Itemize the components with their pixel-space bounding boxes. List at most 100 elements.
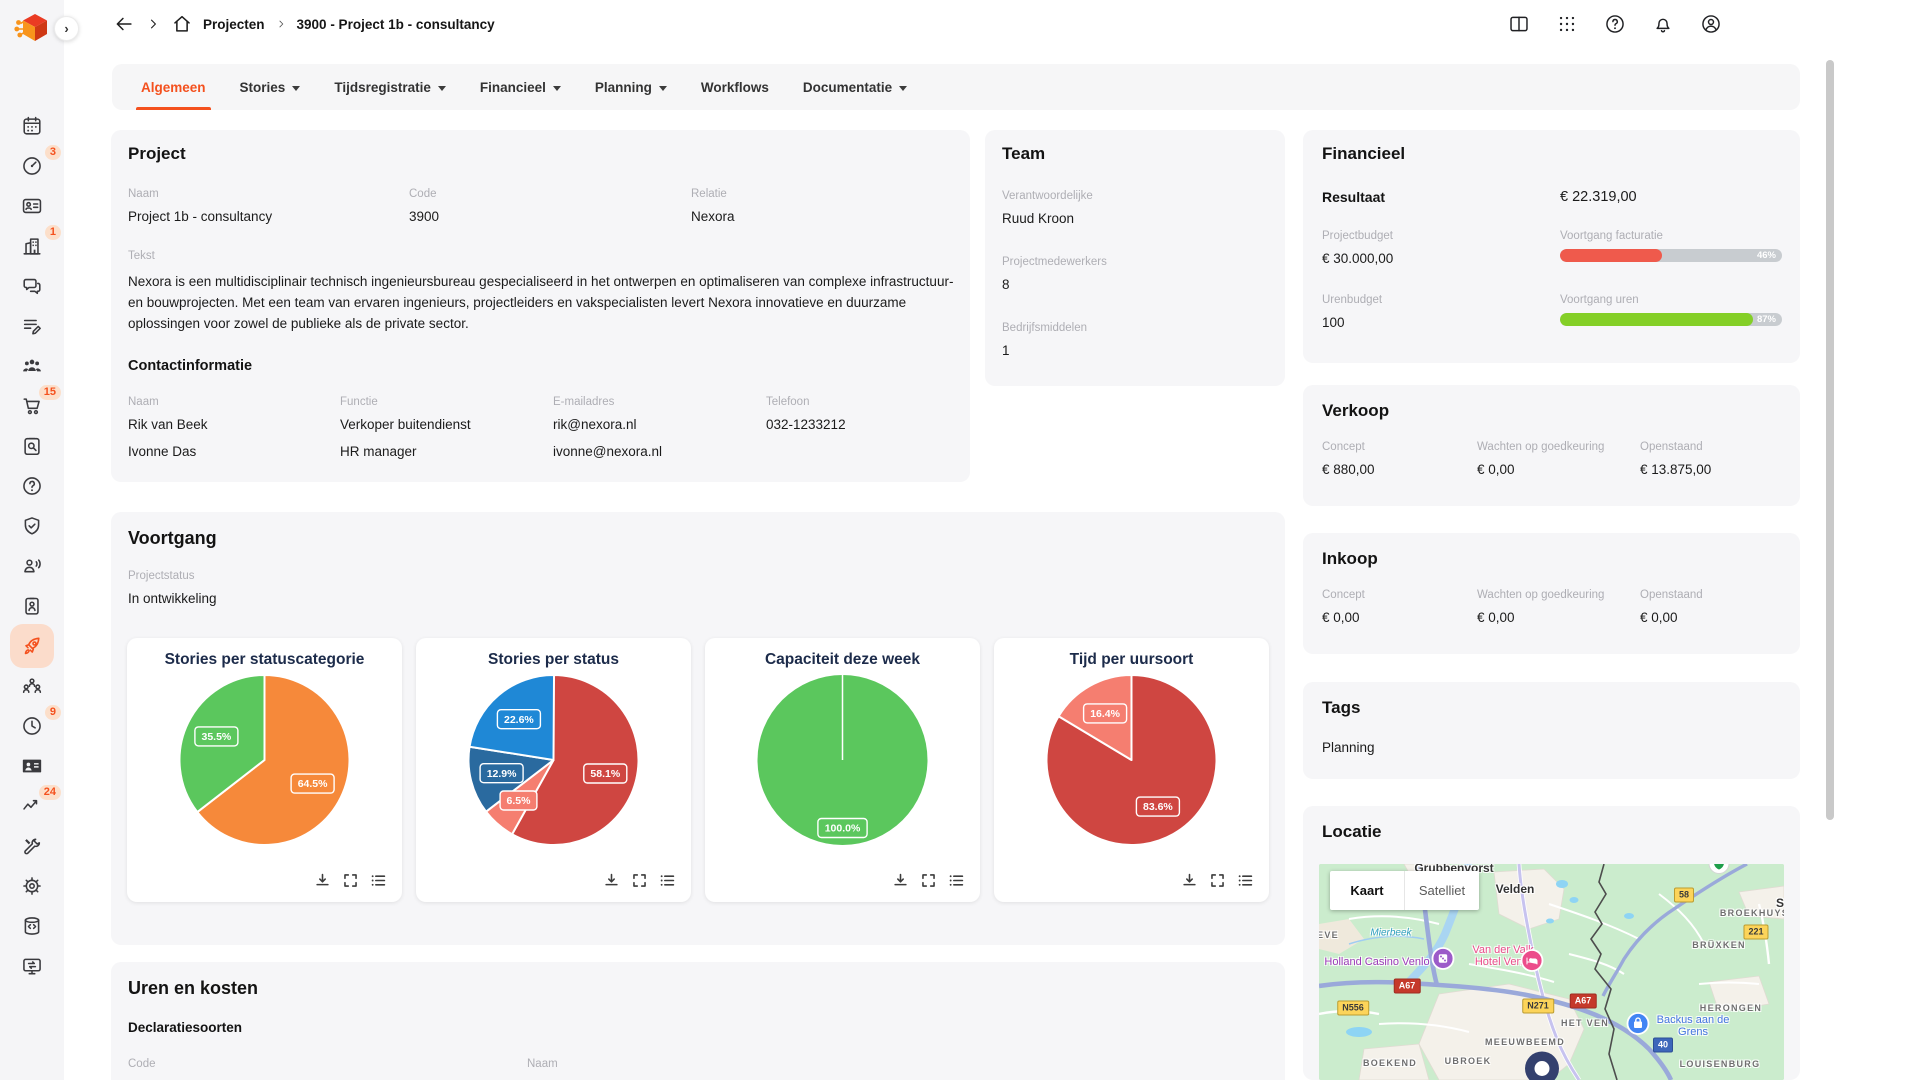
chart-menu-icon[interactable]	[369, 871, 388, 890]
uren-progress-pct: 87%	[1756, 314, 1776, 325]
sidebar-item-monitor[interactable]	[0, 946, 64, 986]
map-marker-casino[interactable]	[1431, 947, 1455, 976]
sidebar-item-contact-filled[interactable]	[0, 746, 64, 786]
apps-grid-icon[interactable]	[1556, 13, 1578, 35]
tab-planning[interactable]: Planning	[578, 64, 684, 110]
sidebar-item-calendar[interactable]	[0, 106, 64, 146]
contact-row-email[interactable]: ivonne@nexora.nl	[553, 444, 663, 459]
org-icon	[20, 674, 44, 698]
sidebar-item-clock[interactable]: 9	[0, 705, 64, 746]
tab-tijdsregistratie[interactable]: Tijdsregistratie	[317, 64, 463, 110]
map-button-kaart[interactable]: Kaart	[1350, 883, 1384, 898]
contact-row-name[interactable]: Ivonne Das	[128, 444, 197, 459]
road-badge: N556	[1337, 1000, 1369, 1016]
tab-financieel[interactable]: Financieel	[463, 64, 578, 110]
tab-documentatie[interactable]: Documentatie	[786, 64, 924, 110]
column-header-naam: Naam	[527, 1058, 558, 1070]
forward-chevron-icon[interactable]	[145, 16, 161, 32]
naam-label: Naam	[128, 188, 159, 200]
sidebar-item-cart[interactable]: 15	[0, 385, 64, 426]
map-marker-pin[interactable]	[1522, 1049, 1562, 1080]
map-marker-shop[interactable]	[1626, 1012, 1650, 1041]
tab-algemeen[interactable]: Algemeen	[124, 64, 223, 110]
sidebar-item-presenter[interactable]	[0, 546, 64, 586]
tab-workflows[interactable]: Workflows	[684, 64, 786, 110]
map-marker-hotel[interactable]	[1520, 949, 1544, 978]
sidebar-item-gear[interactable]	[0, 866, 64, 906]
chevron-down-icon	[437, 85, 446, 91]
sidebar-item-clipboard-search[interactable]	[0, 426, 64, 466]
breadcrumb-root[interactable]: Projecten	[203, 16, 265, 32]
sidebar-item-shield[interactable]	[0, 506, 64, 546]
chart-menu-icon[interactable]	[658, 871, 677, 890]
uren-progressbar: 87%	[1560, 313, 1782, 326]
sidebar-item-rocket[interactable]	[0, 624, 64, 668]
sidebar-item-team[interactable]	[0, 346, 64, 386]
sidebar-item-tools[interactable]	[0, 826, 64, 866]
sidebar-item-id-badge[interactable]	[0, 586, 64, 626]
contact-row-name[interactable]: Rik van Beek	[128, 417, 208, 432]
download-icon[interactable]	[891, 871, 910, 890]
tab-label: Tijdsregistratie	[334, 79, 431, 95]
map-label: HET VEN	[1560, 1018, 1610, 1028]
sidebar-nav: 3 1 15 9 24	[0, 106, 64, 986]
app-logo-icon[interactable]	[13, 10, 51, 48]
tag-item[interactable]: Planning	[1322, 740, 1375, 755]
sidebar-item-trend[interactable]: 24	[0, 785, 64, 826]
chart-toolbar	[891, 871, 966, 890]
goedkeuring-label: Wachten op goedkeuring	[1477, 589, 1605, 601]
download-icon[interactable]	[1180, 871, 1199, 890]
back-arrow-icon[interactable]	[113, 13, 135, 35]
sidebar-item-dashboard[interactable]: 3	[0, 145, 64, 186]
contact-row-email[interactable]: rik@nexora.nl	[553, 417, 637, 432]
map-marker-shield[interactable]	[1708, 864, 1730, 880]
openstaand-value: € 13.875,00	[1640, 462, 1712, 477]
locatie-card: Locatie	[1303, 806, 1800, 1080]
chart-menu-icon[interactable]	[947, 871, 966, 890]
team-label: Bedrijfsmiddelen	[1002, 322, 1088, 334]
sidebar-item-notes[interactable]	[0, 306, 64, 346]
chart-toolbar	[313, 871, 388, 890]
contact-header-email: E-mailadres	[553, 396, 615, 408]
sidebar-item-company[interactable]: 1	[0, 225, 64, 266]
tab-label: Planning	[594, 79, 652, 95]
urenbudget-label: Urenbudget	[1322, 294, 1383, 306]
account-icon[interactable]	[1700, 13, 1722, 35]
download-icon[interactable]	[602, 871, 621, 890]
chart-menu-icon[interactable]	[1236, 871, 1255, 890]
breadcrumb-current: 3900 - Project 1b - consultancy	[296, 16, 495, 32]
sidebar-item-database[interactable]	[0, 906, 64, 946]
help-icon[interactable]	[1604, 13, 1626, 35]
chart-title: Stories per statuscategorie	[164, 651, 365, 668]
openstaand-label: Openstaand	[1640, 441, 1703, 453]
map-button-satelliet[interactable]: Satelliet	[1404, 871, 1479, 910]
road-badge: 221	[1743, 924, 1769, 940]
sidebar-item-chat[interactable]	[0, 266, 64, 306]
relatie-value[interactable]: Nexora	[691, 209, 735, 224]
split-view-icon[interactable]	[1508, 13, 1530, 35]
tags-card-title: Tags	[1322, 698, 1361, 717]
vertical-scrollbar[interactable]	[1826, 60, 1834, 820]
fullscreen-icon[interactable]	[919, 871, 938, 890]
naam-value: Project 1b - consultancy	[128, 209, 273, 224]
openstaand-value: € 0,00	[1640, 610, 1678, 625]
notifications-icon[interactable]	[1652, 13, 1674, 35]
sidebar-item-org[interactable]	[0, 666, 64, 706]
goedkeuring-value: € 0,00	[1477, 462, 1515, 477]
team-value[interactable]: Ruud Kroon	[1002, 211, 1075, 226]
map-label: BOEKEND	[1362, 1058, 1418, 1068]
sidebar-expand-button[interactable]: ›	[54, 16, 79, 41]
map-label: BROEKHUYSEN	[1719, 908, 1784, 918]
sidebar-item-contact-card[interactable]	[0, 186, 64, 226]
fullscreen-icon[interactable]	[1208, 871, 1227, 890]
download-icon[interactable]	[313, 871, 332, 890]
home-icon[interactable]	[171, 13, 193, 35]
facturatie-progress-fill	[1560, 249, 1663, 262]
fullscreen-icon[interactable]	[630, 871, 649, 890]
locatie-card-title: Locatie	[1322, 822, 1382, 841]
tab-stories[interactable]: Stories	[223, 64, 318, 110]
sidebar-item-help[interactable]	[0, 466, 64, 506]
voortgang-card: Voortgang Projectstatus In ontwikkeling …	[111, 512, 1285, 945]
fullscreen-icon[interactable]	[341, 871, 360, 890]
